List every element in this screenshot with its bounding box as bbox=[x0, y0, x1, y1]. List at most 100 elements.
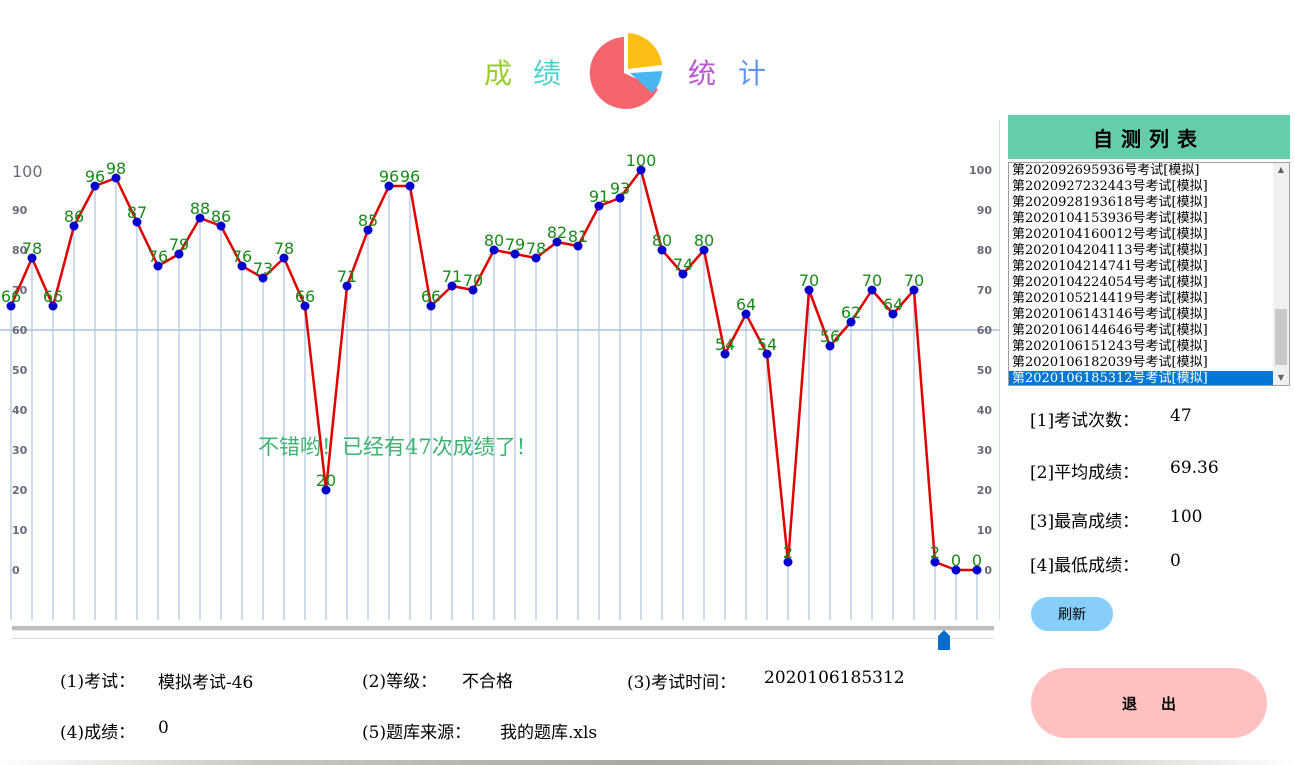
chart-annotation: 不错哟！已经有47次成绩了！ bbox=[258, 435, 537, 459]
stat-average-label: [2]平均成绩： bbox=[1030, 463, 1140, 483]
score-label: 78 bbox=[274, 239, 294, 258]
score-label: 64 bbox=[883, 295, 903, 314]
exam-list-item[interactable]: 第2020104224054号考试[模拟] bbox=[1012, 275, 1208, 290]
score-label: 70 bbox=[904, 271, 924, 290]
score-label: 91 bbox=[589, 187, 609, 206]
score-label: 71 bbox=[337, 267, 357, 286]
score-point bbox=[321, 485, 331, 495]
exam-list-header: 自测列表 bbox=[1008, 115, 1290, 159]
score-label: 86 bbox=[64, 207, 84, 226]
stat-average: [2]平均成绩： 69.36 bbox=[1030, 458, 1219, 483]
score-label: 85 bbox=[358, 211, 378, 230]
exam-list-item[interactable]: 第2020106144646号考试[模拟] bbox=[1012, 323, 1208, 338]
score-point bbox=[951, 565, 961, 575]
exam-list-item[interactable]: 第2020106143146号考试[模拟] bbox=[1012, 307, 1208, 322]
y-tick-left: 50 bbox=[12, 364, 28, 377]
score-point bbox=[426, 301, 436, 311]
score-point bbox=[48, 301, 58, 311]
score-point bbox=[510, 249, 520, 259]
score-point bbox=[237, 261, 247, 271]
stat-average-value: 69.36 bbox=[1170, 458, 1219, 478]
y-tick-right: 70 bbox=[977, 284, 993, 297]
score-label: 76 bbox=[232, 247, 252, 266]
score-point bbox=[174, 249, 184, 259]
score-point bbox=[489, 245, 499, 255]
title-char-4: 计 bbox=[738, 57, 767, 90]
exam-list-item[interactable]: 第2020928193618号考试[模拟] bbox=[1012, 195, 1208, 210]
score-point bbox=[405, 181, 415, 191]
exam-time-label: (3)考试时间： bbox=[627, 673, 737, 693]
exam-list-item[interactable]: 第2020106182039号考试[模拟] bbox=[1012, 355, 1208, 370]
exam-list-item[interactable]: 第2020927232443号考试[模拟] bbox=[1012, 179, 1208, 194]
score-chart: 1009080706050403020100100908070605040302… bbox=[0, 120, 1000, 620]
stat-count-value: 47 bbox=[1170, 406, 1192, 426]
y-tick-left: 40 bbox=[12, 404, 28, 417]
y-tick-left: 100 bbox=[12, 162, 43, 181]
score-point bbox=[657, 245, 667, 255]
stat-max: [3]最高成绩： 100 bbox=[1030, 507, 1202, 532]
score-label: 54 bbox=[757, 335, 777, 354]
score-point bbox=[699, 245, 709, 255]
exam-list-item[interactable]: 第2020106185312号考试[模拟] bbox=[1009, 371, 1275, 385]
refresh-button[interactable]: 刷新 bbox=[1031, 597, 1113, 631]
scroll-down-icon[interactable]: ▼ bbox=[1277, 373, 1285, 382]
exam-value: 模拟考试-46 bbox=[158, 673, 254, 693]
score-point bbox=[468, 285, 478, 295]
exam-list-item[interactable]: 第2020105214419号考试[模拟] bbox=[1012, 291, 1208, 306]
y-tick-left: 80 bbox=[12, 244, 28, 257]
score-label: 66 bbox=[1, 287, 21, 306]
score-point bbox=[279, 253, 289, 263]
exam-list-item[interactable]: 第2020104214741号考试[模拟] bbox=[1012, 259, 1208, 274]
score-point bbox=[384, 181, 394, 191]
y-tick-right: 0 bbox=[984, 564, 992, 577]
score-point bbox=[678, 269, 688, 279]
stat-max-value: 100 bbox=[1170, 507, 1203, 527]
y-tick-right: 40 bbox=[977, 404, 993, 417]
score-label: 70 bbox=[799, 271, 819, 290]
score-point bbox=[594, 201, 604, 211]
score-point bbox=[741, 309, 751, 319]
score-point bbox=[720, 349, 730, 359]
exam-list-item[interactable]: 第2020104204113号考试[模拟] bbox=[1012, 243, 1208, 258]
score-point bbox=[258, 273, 268, 283]
question-source-value: 我的题库.xls bbox=[500, 723, 598, 743]
exam-list[interactable]: 第202092695936号考试[模拟] 第2020927232443号考试[模拟… bbox=[1008, 162, 1290, 386]
exam-list-item[interactable]: 第202092695936号考试[模拟] bbox=[1012, 163, 1200, 178]
window-bottom-edge bbox=[0, 760, 1295, 765]
score-label: 74 bbox=[673, 255, 693, 274]
score-point bbox=[27, 253, 37, 263]
score-point bbox=[342, 281, 352, 291]
score-label: 2 bbox=[930, 543, 940, 562]
y-tick-right: 60 bbox=[977, 324, 993, 337]
score-point bbox=[909, 285, 919, 295]
score-point bbox=[930, 557, 940, 567]
exam-list-item[interactable]: 第2020104153936号考试[模拟] bbox=[1012, 211, 1208, 226]
slider-thumb[interactable] bbox=[938, 630, 950, 650]
y-tick-left: 10 bbox=[12, 524, 28, 537]
score-label: 54 bbox=[715, 335, 735, 354]
stat-count: [1]考试次数： 47 bbox=[1030, 406, 1192, 431]
y-tick-right: 20 bbox=[977, 484, 993, 497]
score-label: 96 bbox=[379, 167, 399, 186]
score-label: 98 bbox=[106, 159, 126, 178]
score-point bbox=[888, 309, 898, 319]
slider-baseline bbox=[12, 638, 994, 639]
score-point bbox=[573, 241, 583, 251]
score-label: 80 bbox=[694, 231, 714, 250]
title-char-1: 成 bbox=[484, 57, 513, 90]
score-value: 0 bbox=[158, 718, 169, 738]
scroll-thumb[interactable] bbox=[1275, 309, 1287, 365]
slider-track[interactable] bbox=[12, 626, 994, 631]
score-label: 78 bbox=[22, 239, 42, 258]
score-label: 87 bbox=[127, 203, 147, 222]
scroll-up-icon[interactable]: ▲ bbox=[1277, 165, 1285, 174]
exam-list-item[interactable]: 第2020104160012号考试[模拟] bbox=[1012, 227, 1208, 242]
exit-button[interactable]: 退出 bbox=[1031, 668, 1267, 738]
exam-list-item[interactable]: 第2020106151243号考试[模拟] bbox=[1012, 339, 1208, 354]
exam-list-scrollbar[interactable]: ▲ ▼ bbox=[1273, 163, 1289, 385]
score-label: 86 bbox=[211, 207, 231, 226]
score-label: 62 bbox=[841, 303, 861, 322]
y-tick-right: 10 bbox=[977, 524, 993, 537]
score-label: 78 bbox=[526, 239, 546, 258]
score-point bbox=[90, 181, 100, 191]
